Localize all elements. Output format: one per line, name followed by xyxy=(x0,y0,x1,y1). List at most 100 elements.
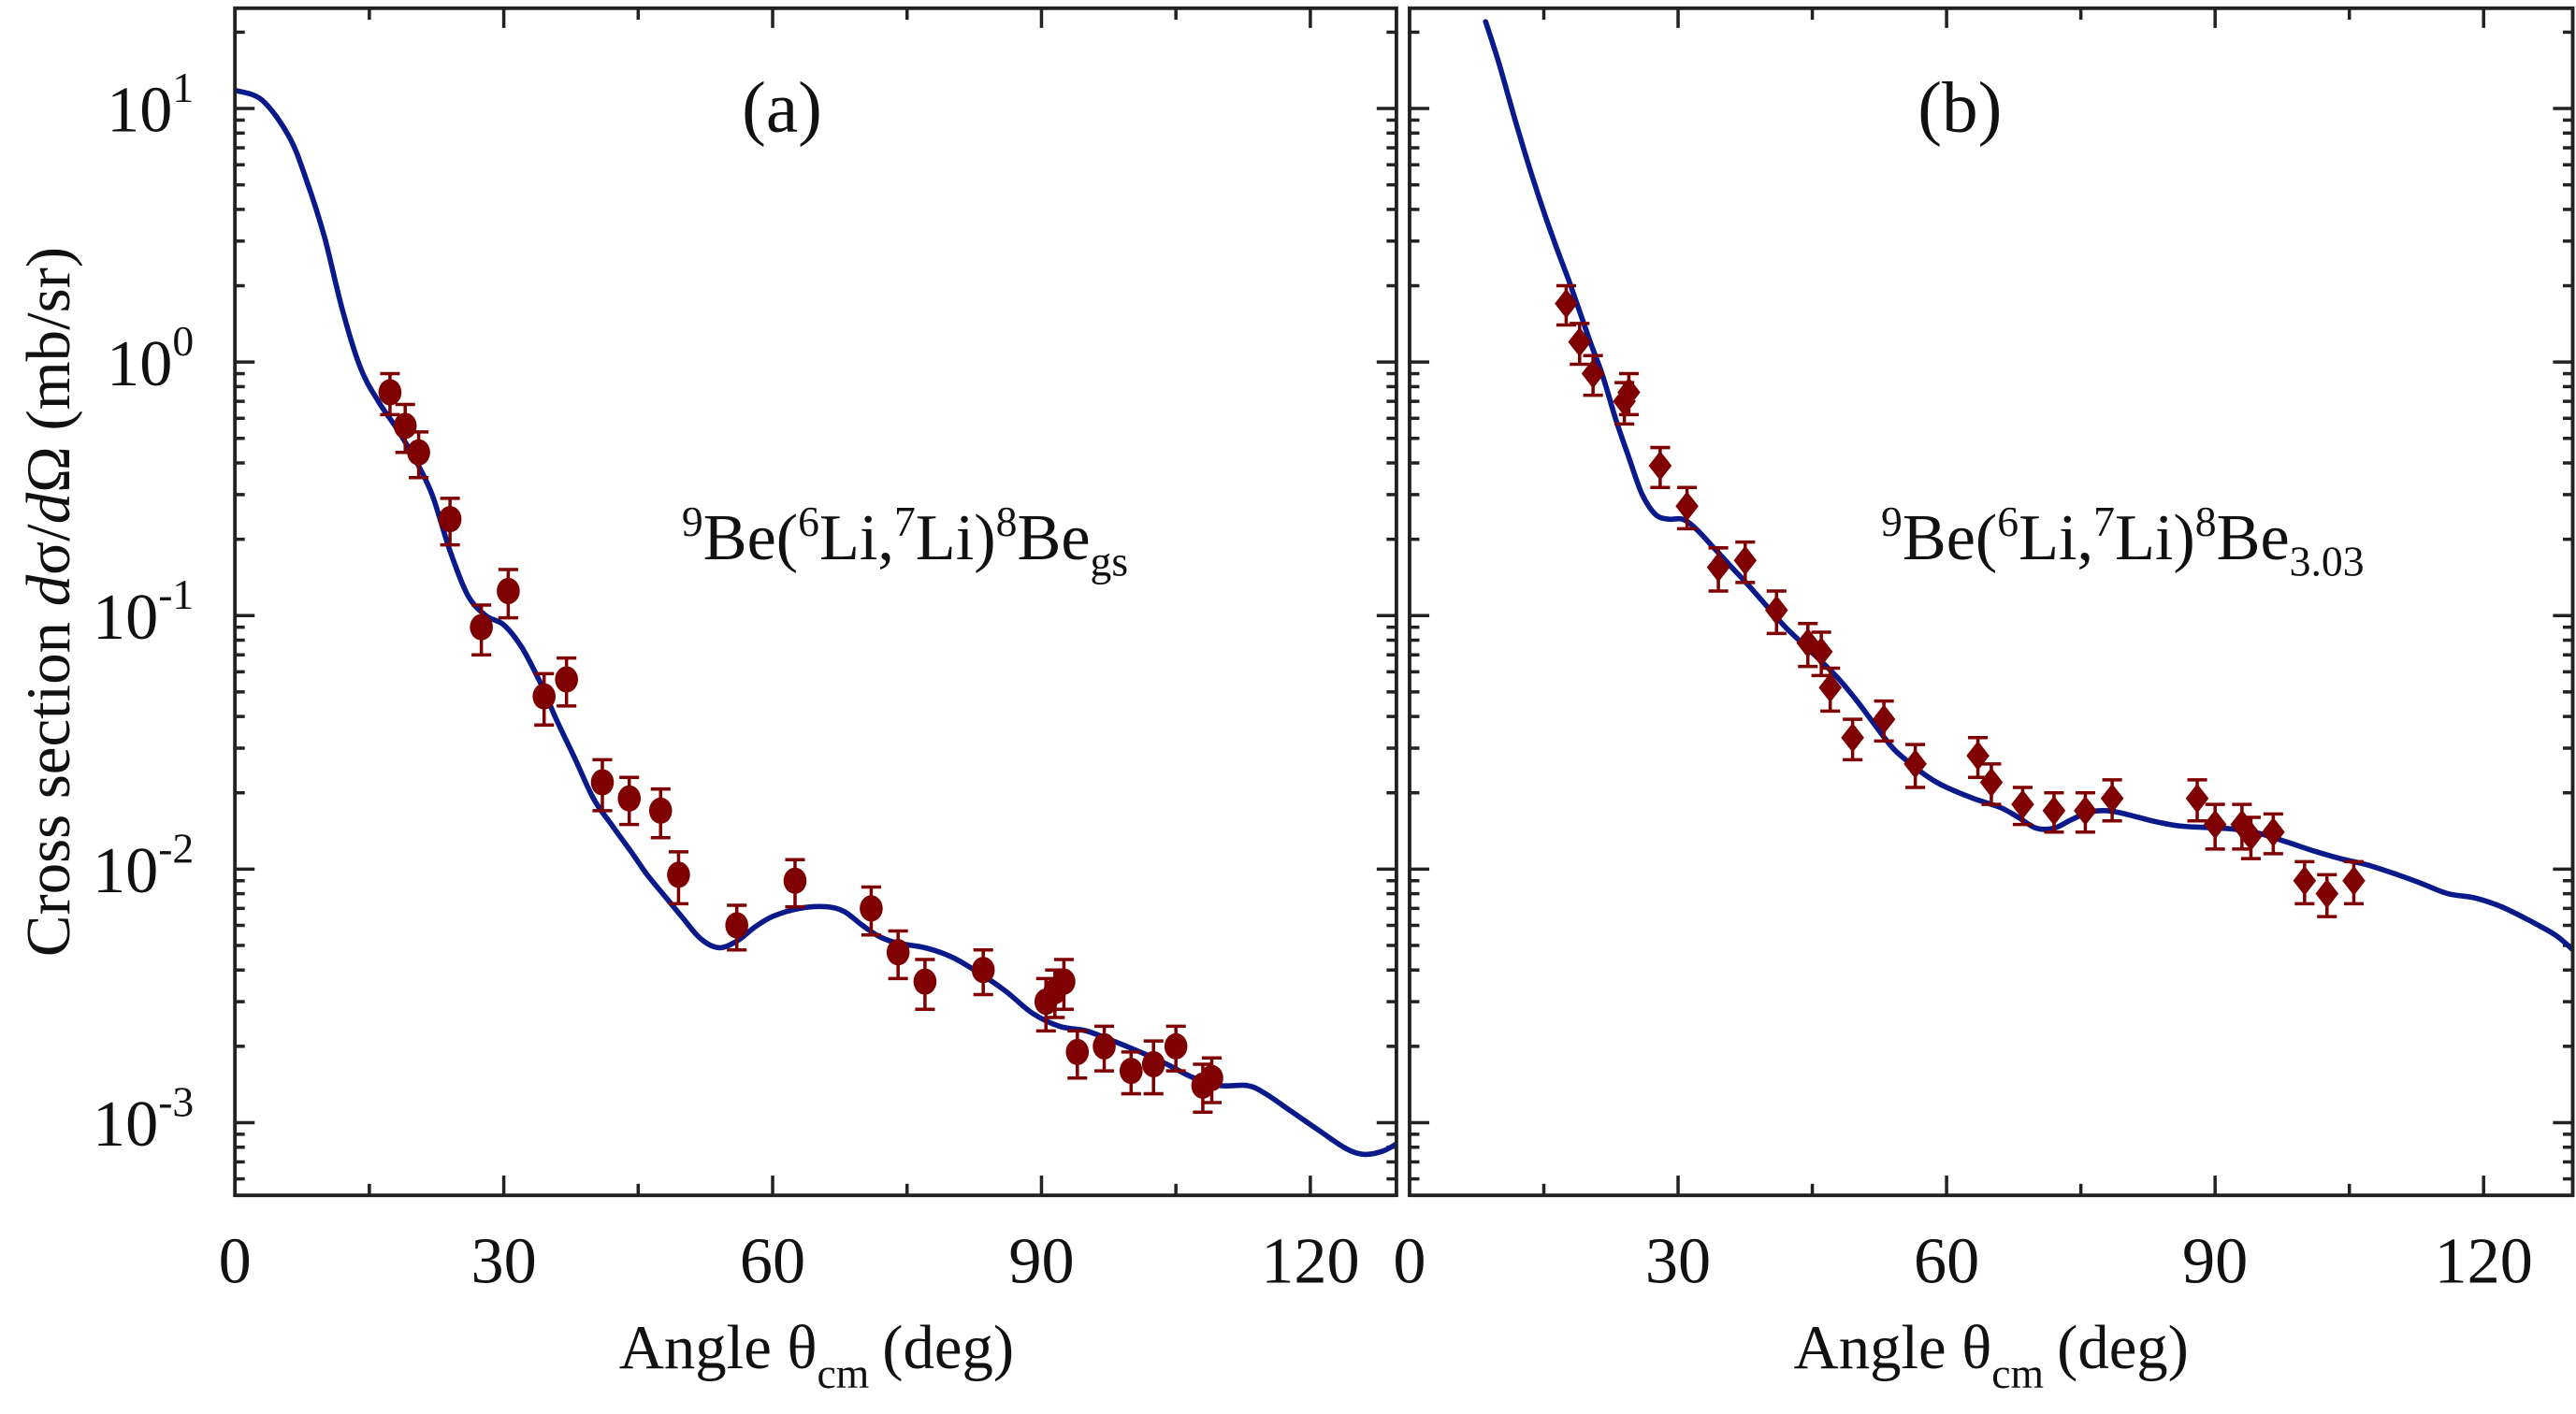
data-point xyxy=(1706,546,1730,593)
panel-b-x-axis-title: Angle θcm (deg) xyxy=(1794,1314,2189,1397)
diamond-marker xyxy=(2293,865,2317,896)
panel-a-ticks xyxy=(235,7,1397,1196)
data-point xyxy=(438,497,462,547)
data-point xyxy=(2203,802,2227,851)
diamond-marker xyxy=(1966,741,1990,771)
data-point xyxy=(1903,743,1927,789)
circle-marker xyxy=(913,968,937,995)
panel-b-fit-curve xyxy=(1483,19,2573,953)
circle-marker xyxy=(407,439,430,466)
panel-b-data-points xyxy=(1555,283,2366,918)
diamond-marker xyxy=(2342,865,2366,896)
diamond-marker xyxy=(1764,595,1788,626)
circle-marker xyxy=(860,895,883,922)
circle-marker xyxy=(1119,1058,1143,1085)
panel-a-y-tick-labels: 101 100 10-1 10-2 10-3 xyxy=(93,64,194,1161)
data-point xyxy=(532,671,557,728)
data-point xyxy=(1141,1039,1165,1096)
y-axis-title: Cross section dσ/dΩ (mb/sr) xyxy=(15,247,83,957)
x-tick-label: 120 xyxy=(2435,1224,2533,1297)
panel-a-reaction-label: 9Be(6Li,7Li)8Begs xyxy=(682,498,1128,584)
x-tick-label: 30 xyxy=(470,1224,536,1297)
diamond-marker xyxy=(1809,637,1833,667)
panel-b-frame xyxy=(1408,6,2575,1198)
circle-marker xyxy=(497,577,520,605)
y-tick-label: 10-2 xyxy=(93,824,194,907)
diamond-marker xyxy=(2011,789,2034,819)
diamond-marker xyxy=(2074,796,2097,826)
circle-marker xyxy=(1164,1032,1188,1060)
data-point xyxy=(1581,354,1605,397)
panel-a-x-tick-labels: 0 30 60 90 120 xyxy=(219,1224,1360,1297)
data-point xyxy=(1617,371,1641,417)
x-tick-label: 60 xyxy=(740,1224,805,1297)
x-tick-label: 0 xyxy=(1393,1224,1425,1297)
x-tick-label: 0 xyxy=(219,1224,252,1297)
data-point xyxy=(470,603,493,657)
x-tick-label: 90 xyxy=(2182,1224,2248,1297)
data-point xyxy=(860,885,883,937)
data-point xyxy=(1966,736,1990,780)
y-tick-label: 101 xyxy=(107,64,194,147)
data-point xyxy=(2074,790,2097,834)
diamond-marker xyxy=(2203,809,2227,840)
x-tick-label: 90 xyxy=(1008,1224,1074,1297)
diamond-marker xyxy=(1733,545,1758,576)
panel-a: 0 30 60 90 120 101 100 10-1 10-2 10-3 (a) 9Be(6L… xyxy=(15,6,1398,1397)
data-point xyxy=(555,656,578,708)
data-point xyxy=(648,786,673,840)
panel-b-ticks xyxy=(1409,7,2573,1196)
data-point xyxy=(2342,859,2366,906)
diamond-marker xyxy=(1706,552,1730,583)
panel-b-label: (b) xyxy=(1918,67,2002,148)
circle-marker xyxy=(438,506,462,533)
data-point xyxy=(1733,540,1758,584)
circle-marker xyxy=(783,867,807,894)
data-point xyxy=(617,775,642,827)
panel-a-x-axis-title: Angle θcm (deg) xyxy=(619,1314,1014,1397)
data-point xyxy=(971,948,995,997)
data-point xyxy=(667,850,690,906)
data-point xyxy=(2011,786,2034,827)
data-point xyxy=(1872,699,1896,743)
panel-a-frame xyxy=(233,6,1398,1198)
data-point xyxy=(2185,778,2209,823)
circle-marker xyxy=(725,912,748,939)
circle-marker xyxy=(648,797,673,824)
data-point xyxy=(2293,859,2317,906)
data-point xyxy=(725,903,748,952)
circle-marker xyxy=(1200,1064,1223,1091)
data-point xyxy=(1979,762,2004,806)
data-point xyxy=(2262,812,2285,856)
diamond-marker xyxy=(2185,783,2209,814)
diamond-marker xyxy=(1648,451,1672,481)
y-tick-label: 100 xyxy=(107,317,194,400)
diamond-marker xyxy=(1841,722,1864,753)
circle-marker xyxy=(378,379,402,406)
diamond-marker xyxy=(1675,491,1699,522)
circle-marker xyxy=(886,939,910,966)
data-point xyxy=(886,929,910,981)
data-point xyxy=(2100,778,2124,823)
data-point xyxy=(1119,1050,1143,1096)
data-point xyxy=(1093,1024,1116,1073)
data-point xyxy=(407,430,430,480)
data-point xyxy=(1841,717,1864,762)
data-point xyxy=(1200,1056,1223,1104)
data-point xyxy=(378,371,402,417)
circle-marker xyxy=(532,683,557,710)
circle-marker xyxy=(1065,1038,1090,1065)
data-point xyxy=(1648,445,1672,490)
data-point xyxy=(2315,873,2339,918)
y-tick-label: 10-3 xyxy=(93,1077,194,1161)
data-point xyxy=(1675,485,1699,531)
y-tick-label: 10-1 xyxy=(93,570,194,654)
panel-a-data-points xyxy=(378,371,1223,1114)
data-point xyxy=(1164,1024,1188,1073)
diamond-marker xyxy=(1903,749,1927,779)
diamond-marker xyxy=(2042,796,2066,826)
x-tick-label: 60 xyxy=(1914,1224,1979,1297)
diamond-marker xyxy=(1617,377,1641,408)
circle-marker xyxy=(393,412,417,440)
